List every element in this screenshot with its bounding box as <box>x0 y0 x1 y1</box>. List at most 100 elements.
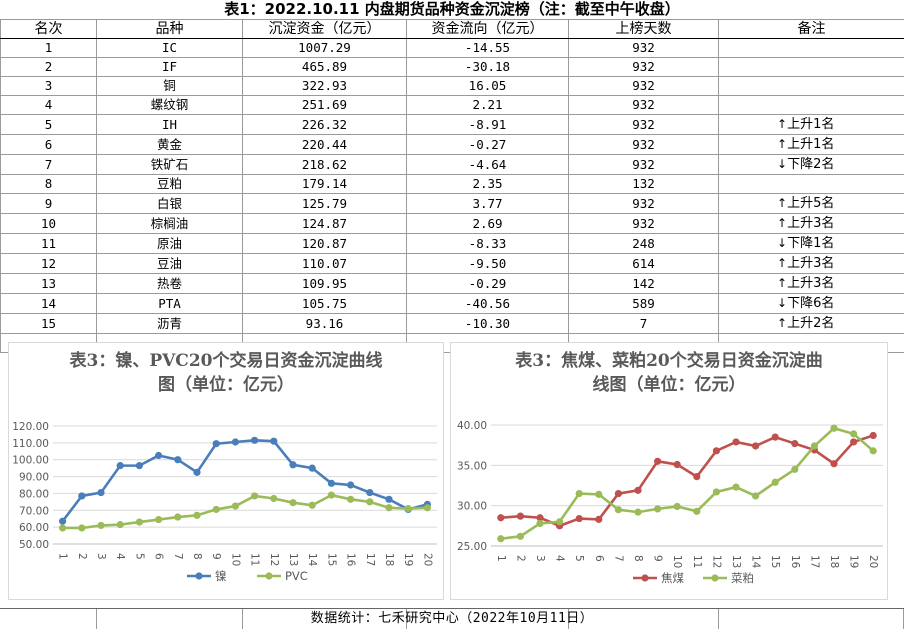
rank-cell: 4 <box>1 96 97 115</box>
fund-cell: 322.93 <box>243 77 407 96</box>
x-tick-label: 20 <box>421 553 433 566</box>
fund-cell: 120.87 <box>243 234 407 254</box>
x-tick-label: 14 <box>750 555 762 569</box>
fund-cell: 179.14 <box>243 175 407 194</box>
note-cell <box>719 77 904 96</box>
data-point <box>634 509 641 516</box>
data-point <box>97 522 104 529</box>
x-tick-label: 16 <box>345 553 357 567</box>
y-tick-label: 110.00 <box>12 438 49 450</box>
data-point <box>59 518 66 525</box>
x-tick-label: 12 <box>268 553 280 566</box>
y-tick-label: 40.00 <box>457 420 487 432</box>
x-tick-label: 15 <box>769 555 781 568</box>
x-tick-label: 18 <box>828 555 840 568</box>
flow-cell: -30.18 <box>407 58 569 77</box>
series-line-0 <box>63 440 428 521</box>
note-text: 上升2名 <box>787 316 834 331</box>
fund-cell: 251.69 <box>243 96 407 115</box>
name-cell: 豆油 <box>97 254 243 274</box>
note-cell: ↑上升3名 <box>719 214 904 234</box>
data-point <box>772 434 779 441</box>
data-point <box>595 491 602 498</box>
y-tick-label: 120.00 <box>12 421 49 433</box>
fund-cell: 220.44 <box>243 135 407 155</box>
data-point <box>497 514 504 521</box>
data-point <box>615 506 622 513</box>
note-cell: ↑上升3名 <box>719 274 904 294</box>
data-point <box>328 480 335 487</box>
note-cell <box>719 39 904 58</box>
y-tick-label: 70.00 <box>19 505 49 517</box>
data-point <box>289 499 296 506</box>
y-tick-label: 60.00 <box>19 522 49 534</box>
data-point <box>347 481 354 488</box>
footer-source: 数据统计：七禾研究中心（2022年10月11日） <box>311 611 594 626</box>
note-text: 上升1名 <box>787 137 834 152</box>
data-point <box>576 515 583 522</box>
legend-marker-0 <box>641 574 648 581</box>
data-point <box>674 503 681 510</box>
fund-cell: 465.89 <box>243 58 407 77</box>
note-text: 上升3名 <box>787 276 834 291</box>
data-point <box>615 490 622 497</box>
name-cell: 螺纹钢 <box>97 96 243 115</box>
header-days: 上榜天数 <box>569 20 719 39</box>
x-tick-label: 9 <box>210 553 222 560</box>
data-point <box>811 442 818 449</box>
legend-marker-1 <box>711 574 718 581</box>
data-point <box>347 496 354 503</box>
x-tick-label: 13 <box>287 553 299 566</box>
data-point <box>830 425 837 432</box>
note-cell <box>719 58 904 77</box>
name-cell: 沥青 <box>97 314 243 334</box>
flow-cell: -9.50 <box>407 254 569 274</box>
fund-cell: 125.79 <box>243 194 407 214</box>
days-cell: 589 <box>569 294 719 314</box>
data-point <box>576 490 583 497</box>
data-point <box>97 489 104 496</box>
rank-cell: 7 <box>1 155 97 175</box>
data-point <box>251 437 258 444</box>
rank-cell: 11 <box>1 234 97 254</box>
x-tick-label: 11 <box>249 553 261 566</box>
days-cell: 614 <box>569 254 719 274</box>
days-cell: 932 <box>569 58 719 77</box>
x-tick-label: 13 <box>730 555 742 568</box>
x-tick-label: 19 <box>848 555 860 568</box>
name-cell: IH <box>97 115 243 135</box>
x-tick-label: 18 <box>383 553 395 566</box>
x-tick-label: 8 <box>632 555 644 562</box>
data-point <box>772 479 779 486</box>
flow-cell: 2.35 <box>407 175 569 194</box>
legend-label-1: 菜粕 <box>731 571 754 585</box>
data-point <box>791 440 798 447</box>
x-tick-label: 6 <box>593 555 605 562</box>
name-cell: 原油 <box>97 234 243 254</box>
table-title: 表1：2022.10.11 内盘期货品种资金沉淀榜（注：截至中午收盘） <box>0 0 904 20</box>
days-cell: 932 <box>569 77 719 96</box>
fund-cell: 1007.29 <box>243 39 407 58</box>
data-point <box>78 524 85 531</box>
arrow-up-icon: ↑ <box>777 316 787 330</box>
data-point <box>117 462 124 469</box>
days-cell: 932 <box>569 194 719 214</box>
fund-cell: 218.62 <box>243 155 407 175</box>
note-cell: ↓下降1名 <box>719 234 904 254</box>
note-text: 上升1名 <box>787 117 834 132</box>
header-note: 备注 <box>719 20 904 39</box>
name-cell: 棕榈油 <box>97 214 243 234</box>
x-tick-label: 12 <box>710 555 722 568</box>
note-cell: ↑上升1名 <box>719 115 904 135</box>
data-point <box>713 488 720 495</box>
x-tick-label: 11 <box>691 555 703 568</box>
rank-cell: 9 <box>1 194 97 214</box>
